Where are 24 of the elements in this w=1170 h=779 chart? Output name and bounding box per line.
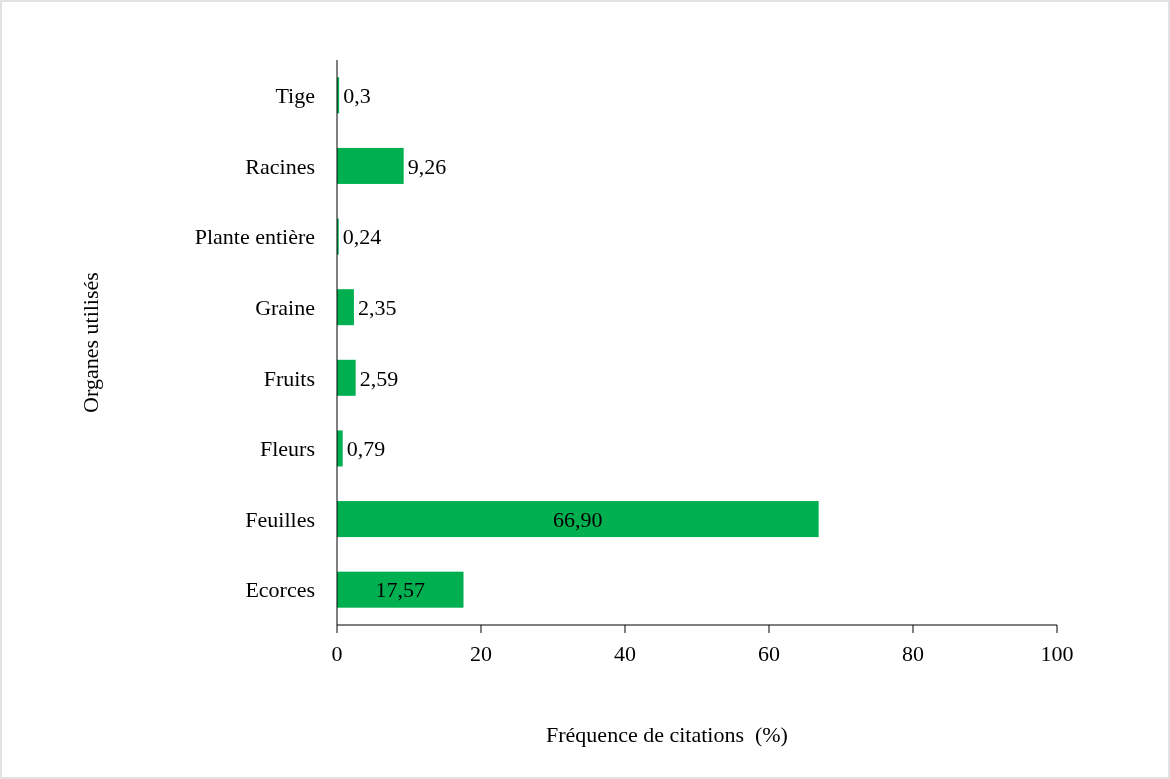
y-tick-label: Ecorces	[245, 577, 315, 603]
data-label: 2,59	[359, 365, 399, 391]
y-tick-label: Racines	[245, 153, 315, 179]
x-tick-label: 20	[470, 641, 492, 666]
data-label: 0,79	[346, 436, 386, 462]
data-label: 17,57	[375, 577, 425, 603]
x-axis-title: Fréquence de citations (%)	[546, 722, 788, 747]
y-tick-label: Graine	[255, 294, 315, 320]
data-label: 2,35	[357, 294, 397, 320]
data-label: 0,3	[343, 83, 371, 109]
x-tick-label: 100	[1040, 641, 1074, 666]
data-label: 66,90	[553, 506, 603, 532]
data-label: 9,26	[407, 153, 447, 179]
x-tick-label: 0	[331, 641, 343, 666]
y-tick-label: Plante entière	[194, 224, 315, 250]
y-tick-label: Tige	[275, 83, 315, 109]
x-tick-label: 60	[758, 641, 780, 666]
y-tick-label: Feuilles	[245, 506, 315, 532]
data-label: 0,24	[342, 224, 382, 250]
y-axis-title: Organes utilisés	[78, 272, 103, 413]
y-tick-label: Fleurs	[260, 436, 315, 462]
y-tick-label: Fruits	[263, 365, 315, 391]
x-tick-label: 40	[614, 641, 636, 666]
x-tick-label: 80	[902, 641, 924, 666]
